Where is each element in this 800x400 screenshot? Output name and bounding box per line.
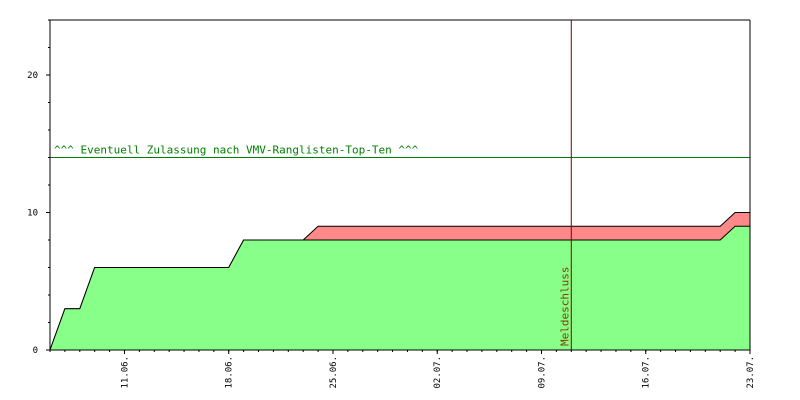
x-tick-label: 25.06. bbox=[329, 356, 339, 389]
series-area-0 bbox=[50, 226, 750, 350]
x-tick-label: 23.07. bbox=[746, 356, 756, 389]
threshold-label: ^^^ Eventuell Zulassung nach VMV-Ranglis… bbox=[54, 144, 419, 157]
x-tick-label: 16.07. bbox=[642, 356, 652, 389]
marker-label: Meldeschluss bbox=[558, 267, 571, 346]
x-tick-label: 11.06. bbox=[120, 356, 130, 389]
x-tick-label: 18.06. bbox=[225, 356, 235, 389]
y-tick-label: 10 bbox=[27, 209, 38, 219]
y-ticks: 0 10 20 bbox=[27, 19, 50, 356]
y-tick-label: 0 bbox=[33, 346, 38, 356]
x-ticks: 11.06. 18.06. 25.06. 02.07. 09.07. 16.07. 23.0… bbox=[120, 350, 756, 389]
series-line-0 bbox=[49, 225, 750, 351]
y-tick-label: 20 bbox=[27, 71, 38, 81]
marker-group: Meldeschluss bbox=[558, 20, 572, 350]
threshold-group: ^^^ Eventuell Zulassung nach VMV-Ranglis… bbox=[50, 144, 750, 158]
series-areas bbox=[49, 212, 750, 351]
x-tick-label: 09.07. bbox=[537, 356, 547, 389]
x-tick-label: 02.07. bbox=[433, 356, 443, 389]
